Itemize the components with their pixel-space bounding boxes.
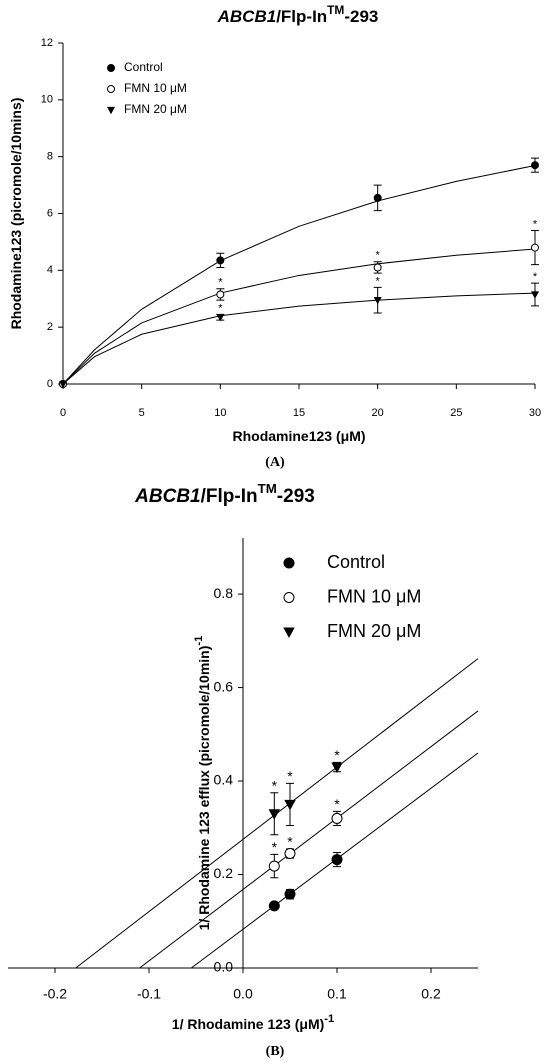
title-part: TM bbox=[327, 3, 344, 17]
marker bbox=[531, 161, 539, 170]
x-tick-label: 0.2 bbox=[421, 986, 441, 1002]
y-axis-label: Rhodamine123 (picromole/10mins) bbox=[8, 98, 24, 330]
marker bbox=[284, 847, 296, 859]
y-tick-label: 0.8 bbox=[214, 585, 234, 601]
significance-label: * bbox=[272, 839, 278, 855]
title-part: -293 bbox=[344, 7, 378, 26]
x-tick-label: 30 bbox=[529, 407, 541, 419]
significance-label: * bbox=[334, 796, 340, 812]
fit-line bbox=[62, 292, 536, 385]
legend-label: Control bbox=[124, 60, 163, 74]
y-axis-label: 1/ Rhodamine 123 efflux (picromole/10min… bbox=[193, 636, 212, 931]
legend-marker bbox=[106, 106, 116, 115]
y-tick-label: 4 bbox=[47, 264, 53, 276]
chart-title: ABCB1/Flp-InTM-293 bbox=[134, 481, 315, 507]
y-tick-label: 2 bbox=[47, 321, 53, 333]
significance-label: * bbox=[533, 218, 538, 230]
marker bbox=[331, 812, 343, 824]
x-axis-label: Rhodamine123 (μM) bbox=[232, 428, 365, 444]
x-tick-label: 20 bbox=[372, 407, 384, 419]
x-tick-label: 10 bbox=[214, 407, 226, 419]
title-part: ABCB1 bbox=[217, 7, 277, 26]
title-part: ABCB1 bbox=[134, 486, 200, 507]
y-tick-label: 0.2 bbox=[214, 865, 234, 881]
marker bbox=[373, 263, 382, 272]
fit-line bbox=[62, 164, 536, 385]
legend-label: FMN 10 μM bbox=[327, 586, 421, 606]
fit-line bbox=[139, 710, 479, 969]
marker bbox=[331, 762, 343, 774]
legend-marker bbox=[283, 592, 295, 603]
legend-label: FMN 20 μM bbox=[327, 621, 421, 641]
x-axis-label-text: Rhodamine123 (μM) bbox=[232, 428, 365, 444]
significance-label: * bbox=[533, 271, 538, 283]
x-axis-label-sup: -1 bbox=[324, 1013, 334, 1025]
y-tick-label: 10 bbox=[41, 94, 53, 106]
marker bbox=[530, 291, 540, 299]
significance-label: * bbox=[376, 250, 381, 262]
significance-label: * bbox=[334, 747, 340, 763]
legend-label: FMN 20 μM bbox=[124, 102, 187, 116]
significance-label: * bbox=[272, 777, 278, 793]
legend-marker bbox=[107, 85, 115, 93]
title-part: TM bbox=[258, 481, 277, 496]
y-tick-label: 6 bbox=[47, 207, 53, 219]
chart-title: ABCB1/Flp-InTM-293 bbox=[217, 3, 379, 26]
y-tick-label: 0.0 bbox=[214, 959, 234, 975]
y-tick-label: 12 bbox=[41, 37, 53, 49]
marker bbox=[216, 290, 225, 299]
marker bbox=[268, 900, 280, 912]
y-axis-label-text: Rhodamine123 (picromole/10mins) bbox=[8, 98, 24, 330]
x-tick-label: 0.0 bbox=[233, 986, 253, 1002]
title-part: /Flp-In bbox=[201, 486, 258, 507]
significance-label: * bbox=[287, 834, 293, 850]
y-tick-label: 0 bbox=[47, 378, 53, 390]
significance-label: * bbox=[287, 768, 293, 784]
significance-label: * bbox=[218, 277, 223, 289]
legend-label: Control bbox=[327, 552, 385, 572]
marker bbox=[373, 193, 382, 202]
x-axis-label-text: 1/ Rhodamine 123 (μM) bbox=[172, 1016, 324, 1032]
marker bbox=[284, 888, 296, 900]
x-tick-label: 0 bbox=[60, 407, 66, 419]
x-axis-label: 1/ Rhodamine 123 (μM)-1 bbox=[172, 1013, 334, 1032]
marker bbox=[268, 809, 281, 820]
marker bbox=[531, 243, 539, 252]
x-tick-label: 15 bbox=[293, 407, 305, 419]
marker bbox=[331, 854, 343, 866]
marker bbox=[216, 256, 225, 265]
title-part: /Flp-In bbox=[276, 7, 327, 26]
y-tick-label: 0.6 bbox=[214, 678, 234, 694]
marker bbox=[284, 799, 296, 811]
chart: ABCB1/Flp-InTM-293 -0.2 -0.1 0.0 0.1 0.2 0.0 0.… bbox=[8, 481, 479, 1059]
legend-label: FMN 10 μM bbox=[124, 81, 187, 95]
marker bbox=[373, 297, 382, 305]
title-part: -293 bbox=[277, 486, 315, 507]
y-axis-label-sup: -1 bbox=[193, 636, 205, 646]
marker bbox=[268, 860, 280, 872]
significance-label: * bbox=[376, 275, 381, 287]
fit-line bbox=[62, 248, 536, 385]
legend-marker bbox=[283, 557, 295, 569]
x-tick-label: -0.1 bbox=[137, 986, 161, 1002]
x-tick-label: -0.2 bbox=[43, 986, 67, 1002]
x-tick-label: 0.1 bbox=[327, 986, 347, 1002]
caption: (A) bbox=[265, 455, 285, 470]
x-tick-label: 25 bbox=[450, 407, 462, 419]
legend-marker bbox=[283, 627, 295, 638]
marker bbox=[58, 380, 68, 389]
chart: ABCB1/Flp-InTM-293 0 5 10 15 20 25 30 0 2 4 6 8 10 12 R… bbox=[8, 3, 541, 470]
marker bbox=[216, 314, 225, 322]
significance-label: * bbox=[218, 302, 223, 314]
y-axis-label-text: 1/ Rhodamine 123 efflux (picromole/10min… bbox=[196, 646, 212, 931]
y-tick-label: 8 bbox=[47, 151, 53, 163]
y-tick-label: 0.4 bbox=[214, 772, 234, 788]
legend-marker bbox=[107, 64, 115, 72]
x-tick-label: 5 bbox=[139, 407, 145, 419]
caption: (B) bbox=[266, 1044, 285, 1059]
